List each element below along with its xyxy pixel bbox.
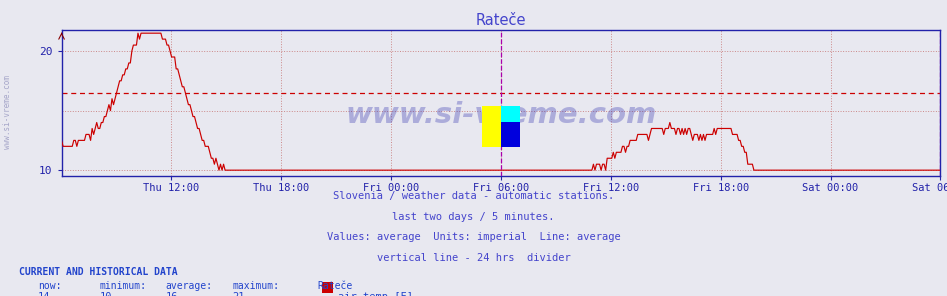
Text: www.si-vreme.com: www.si-vreme.com <box>3 75 12 149</box>
Text: last two days / 5 minutes.: last two days / 5 minutes. <box>392 212 555 222</box>
Text: 10: 10 <box>99 292 112 296</box>
Text: Values: average  Units: imperial  Line: average: Values: average Units: imperial Line: av… <box>327 232 620 242</box>
Text: maximum:: maximum: <box>232 281 279 291</box>
Bar <box>501 106 520 122</box>
Text: 16: 16 <box>166 292 178 296</box>
Text: 14: 14 <box>38 292 50 296</box>
Text: www.si-vreme.com: www.si-vreme.com <box>346 101 656 128</box>
Text: air temp.[F]: air temp.[F] <box>338 292 413 296</box>
Text: vertical line - 24 hrs  divider: vertical line - 24 hrs divider <box>377 253 570 263</box>
Bar <box>482 106 501 147</box>
Text: minimum:: minimum: <box>99 281 147 291</box>
Text: average:: average: <box>166 281 213 291</box>
Text: now:: now: <box>38 281 62 291</box>
Text: Slovenia / weather data - automatic stations.: Slovenia / weather data - automatic stat… <box>333 191 614 201</box>
Text: CURRENT AND HISTORICAL DATA: CURRENT AND HISTORICAL DATA <box>19 267 178 277</box>
Text: Rateče: Rateče <box>317 281 352 291</box>
Text: 21: 21 <box>232 292 244 296</box>
Title: Rateče: Rateče <box>475 13 527 28</box>
Bar <box>501 106 520 147</box>
